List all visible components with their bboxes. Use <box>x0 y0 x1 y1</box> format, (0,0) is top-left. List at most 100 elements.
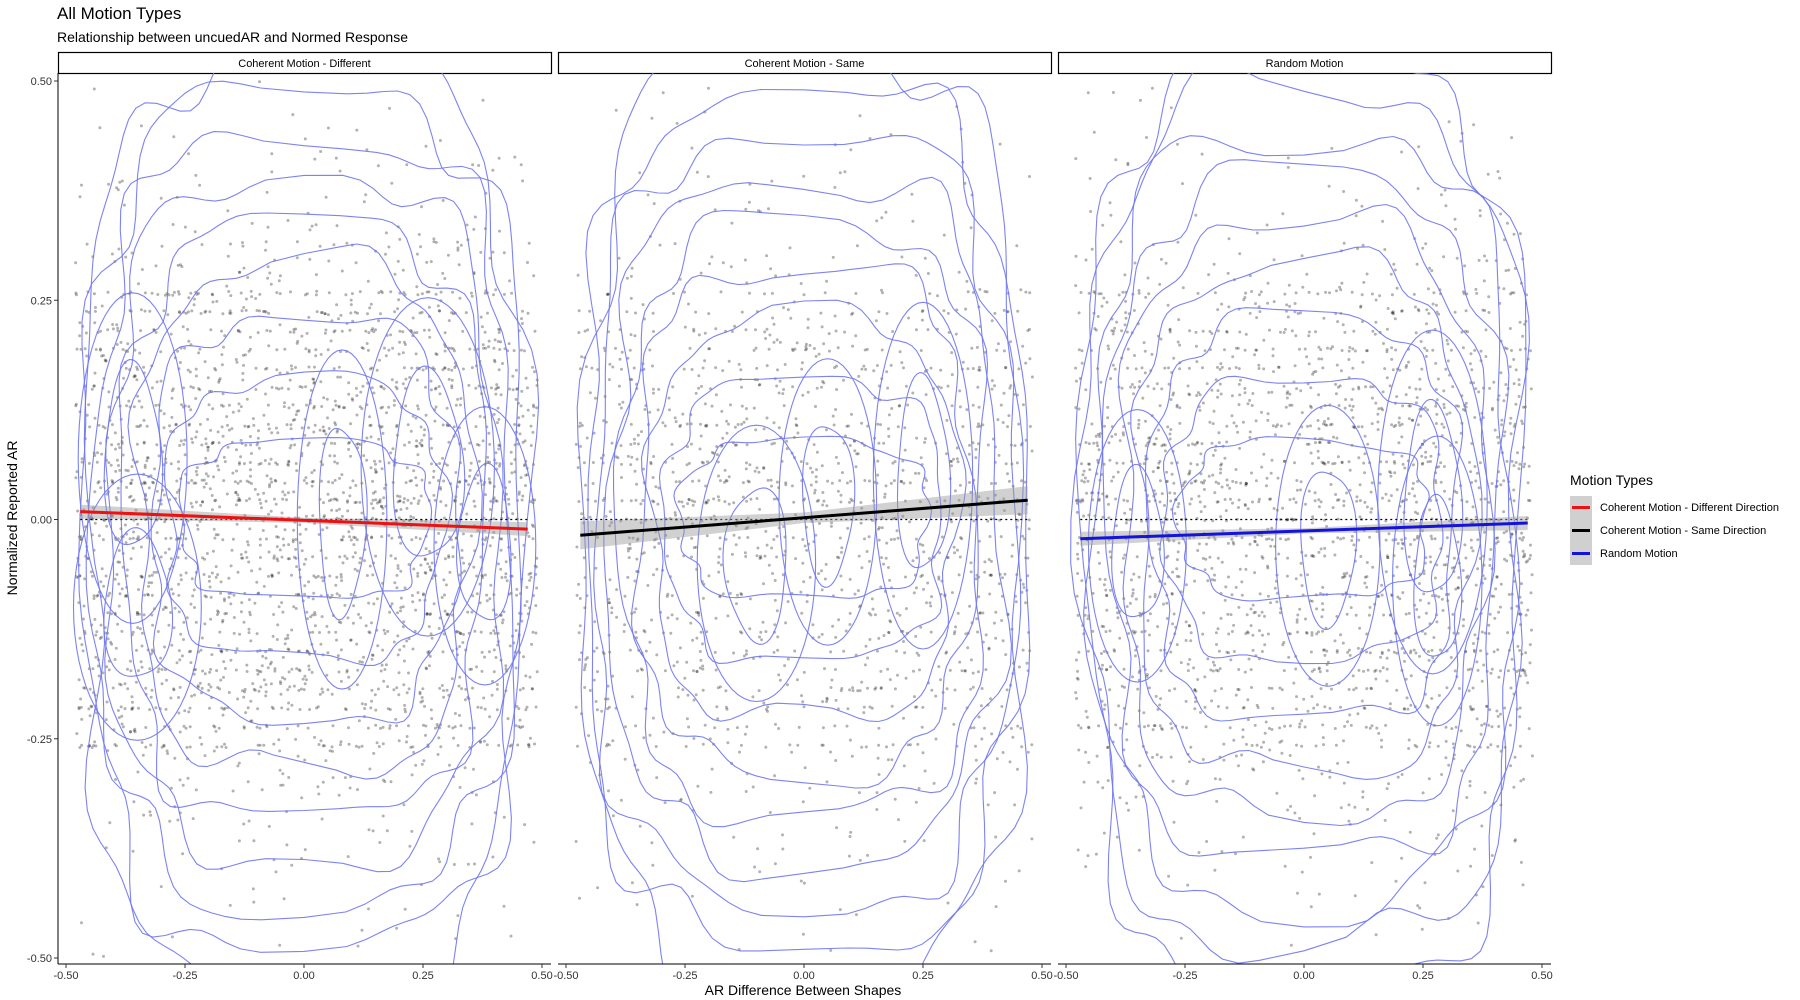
data-point <box>118 180 122 184</box>
data-point <box>321 744 325 748</box>
data-point <box>1008 760 1012 764</box>
data-point <box>105 492 109 496</box>
data-point <box>394 717 398 721</box>
data-point <box>937 575 941 579</box>
data-point <box>694 610 698 614</box>
data-point <box>607 601 611 605</box>
data-point <box>171 223 175 226</box>
data-point <box>1449 444 1453 447</box>
data-point <box>518 688 522 692</box>
data-point <box>903 651 907 655</box>
data-point <box>447 555 451 559</box>
data-point <box>236 328 240 332</box>
data-point <box>1426 408 1430 412</box>
data-point <box>131 706 135 710</box>
data-point <box>315 706 319 710</box>
data-point <box>860 506 864 510</box>
data-point <box>474 793 478 797</box>
data-point <box>825 697 829 701</box>
data-point <box>697 611 701 615</box>
data-point <box>717 555 721 559</box>
data-point <box>737 536 741 540</box>
data-point <box>128 659 132 663</box>
data-point <box>303 584 307 588</box>
data-point <box>272 556 276 560</box>
data-point <box>868 638 872 641</box>
data-point <box>287 460 291 464</box>
data-point <box>717 570 721 574</box>
data-point <box>283 347 287 351</box>
data-point <box>438 309 442 313</box>
data-point <box>346 855 350 859</box>
facet-strip <box>1057 51 1553 75</box>
data-point <box>92 292 96 296</box>
data-point <box>848 444 852 447</box>
data-point <box>580 512 584 516</box>
data-point <box>197 387 201 391</box>
data-point <box>139 423 143 427</box>
data-point <box>876 473 880 477</box>
data-point <box>490 693 494 697</box>
data-point <box>849 148 853 152</box>
data-point <box>184 571 188 575</box>
data-point <box>986 803 990 807</box>
data-point <box>74 476 78 480</box>
data-point <box>886 758 890 762</box>
data-point <box>735 443 738 447</box>
data-point <box>1474 583 1478 587</box>
data-point <box>1339 633 1343 637</box>
data-point <box>305 650 309 653</box>
data-point <box>1348 404 1352 408</box>
data-point <box>142 441 146 445</box>
data-point <box>244 550 248 554</box>
data-point <box>1253 610 1257 614</box>
data-point <box>887 631 891 634</box>
data-point <box>1368 651 1372 655</box>
data-point <box>423 571 427 574</box>
data-point <box>239 479 243 483</box>
data-point <box>204 482 208 486</box>
data-point <box>353 501 357 505</box>
data-point <box>335 592 339 596</box>
data-point <box>839 493 843 497</box>
data-point <box>405 639 409 643</box>
data-point <box>252 687 256 691</box>
data-point <box>189 408 193 412</box>
data-point <box>474 386 478 390</box>
data-point <box>307 664 311 668</box>
data-point <box>703 331 707 335</box>
data-point <box>252 423 256 427</box>
data-point <box>217 378 221 382</box>
data-point <box>1262 338 1266 342</box>
data-point <box>356 569 360 573</box>
data-point <box>676 695 680 699</box>
data-point <box>453 712 457 715</box>
data-point <box>365 342 369 345</box>
data-point <box>1112 329 1116 333</box>
data-point <box>278 323 282 327</box>
data-point <box>796 431 800 435</box>
data-point <box>395 425 399 429</box>
data-point <box>209 595 213 599</box>
data-point <box>281 676 284 680</box>
data-point <box>641 303 645 307</box>
data-point <box>694 391 698 395</box>
data-point <box>531 430 535 434</box>
data-point <box>607 597 611 601</box>
data-point <box>122 203 126 207</box>
data-point <box>321 528 325 532</box>
data-point <box>318 692 322 696</box>
data-point <box>420 443 424 447</box>
data-point <box>160 682 164 686</box>
data-point <box>958 405 962 409</box>
data-point <box>1357 387 1361 391</box>
data-point <box>371 653 375 657</box>
data-point <box>308 257 312 261</box>
data-point <box>652 330 655 333</box>
data-point <box>92 384 96 388</box>
data-point <box>532 840 536 844</box>
data-point <box>762 466 766 470</box>
data-point <box>429 568 433 572</box>
data-point <box>943 706 947 710</box>
density-contour-peak <box>896 372 952 569</box>
